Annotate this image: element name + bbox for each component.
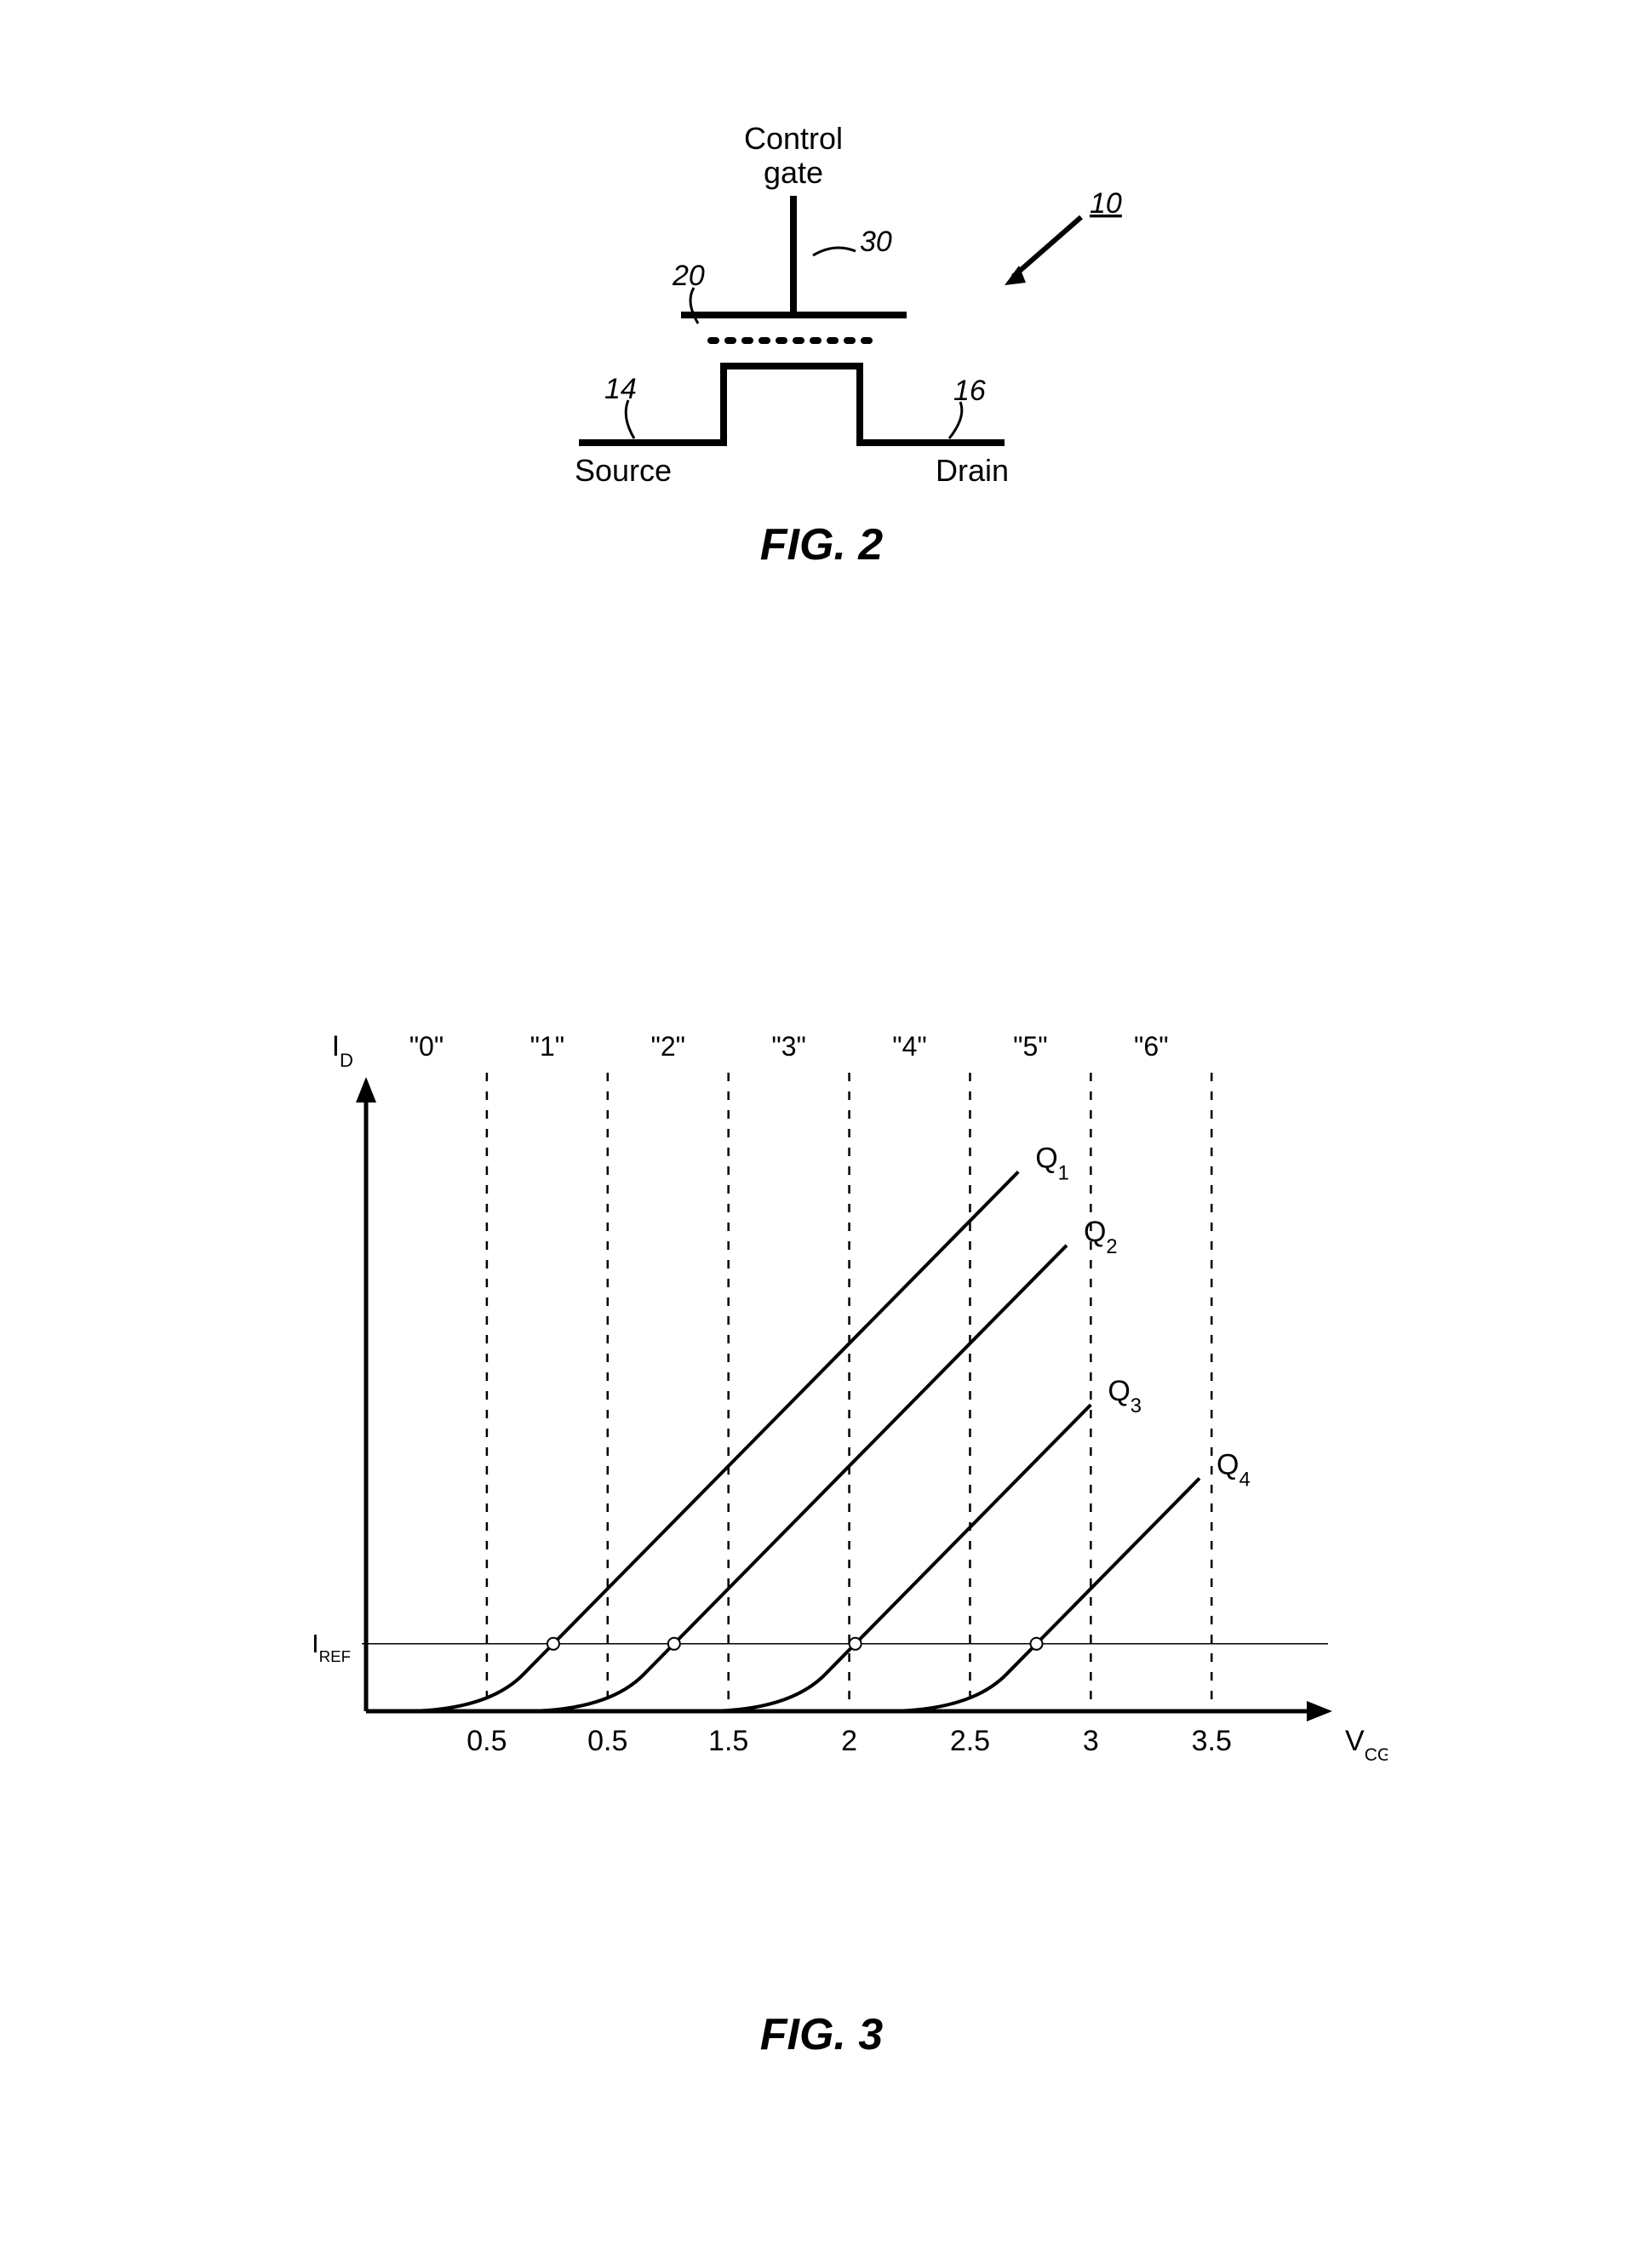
fig2-caption: FIG. 2	[0, 519, 1643, 570]
fig2-ref30: 30	[860, 226, 892, 258]
fig2-ref10: 10	[1090, 187, 1122, 220]
x-tick-label: 2.5	[950, 1725, 990, 1757]
state-label: "1"	[530, 1031, 565, 1062]
iref-label: IREF	[312, 1629, 351, 1665]
y-axis-label: ID	[332, 1030, 353, 1071]
x-tick-label: 0.5	[467, 1725, 507, 1757]
fig3-svg: 0.5 0.5 1.5 2 2.5 3 3.5 "0" "1" "2" "3" "4" "5" "6" Q1…	[255, 979, 1388, 1830]
x-tick-label: 3	[1083, 1725, 1099, 1757]
fig2-ref20: 20	[672, 260, 705, 292]
x-axis-label: VCG(V)	[1345, 1725, 1388, 1765]
fig2-ref14: 14	[604, 373, 637, 405]
iref-marker	[850, 1638, 862, 1650]
state-label: "2"	[650, 1031, 685, 1062]
state-label: "6"	[1134, 1031, 1169, 1062]
curve-q1	[366, 1171, 1018, 1711]
x-tick-label: 2	[841, 1725, 857, 1757]
curve-q4	[813, 1478, 1199, 1711]
fig2-ref16-line	[949, 402, 962, 438]
fig2-control-gate-label-2: gate	[764, 155, 823, 190]
fig2-source-label: Source	[575, 453, 672, 488]
fig2-ref30-line	[813, 248, 856, 255]
x-axis-arrow	[1307, 1701, 1332, 1721]
x-tick-label: 0.5	[587, 1725, 627, 1757]
state-label: "3"	[771, 1031, 806, 1062]
state-label: "5"	[1013, 1031, 1048, 1062]
fig2-svg: Control gate Source Drain 10 30 20 14 16	[477, 102, 1175, 545]
fig2-drain-label: Drain	[936, 453, 1009, 488]
fig3-caption: FIG. 3	[0, 2009, 1643, 2060]
series-label: Q2	[1084, 1216, 1118, 1258]
x-tick-label: 3.5	[1192, 1725, 1232, 1757]
iref-marker	[547, 1638, 559, 1650]
y-axis-arrow	[356, 1077, 376, 1102]
fig2-ref10-arrow	[1005, 217, 1081, 285]
fig3-chart: 0.5 0.5 1.5 2 2.5 3 3.5 "0" "1" "2" "3" "4" "5" "6" Q1…	[255, 979, 1388, 1830]
fig2-ref16: 16	[953, 375, 986, 407]
state-label: "4"	[892, 1031, 927, 1062]
series-label: Q1	[1035, 1142, 1069, 1184]
iref-marker	[1031, 1638, 1043, 1650]
iref-marker	[668, 1638, 680, 1650]
fig2-diagram: Control gate Source Drain 10 30 20 14 16	[477, 102, 1175, 545]
fig2-ref14-line	[626, 400, 634, 438]
fig2-channel-path	[579, 366, 1005, 443]
series-label: Q4	[1217, 1448, 1251, 1491]
series-label: Q3	[1108, 1375, 1142, 1418]
x-tick-label: 1.5	[708, 1725, 748, 1757]
state-label: "0"	[409, 1031, 444, 1062]
curve-q2	[450, 1246, 1067, 1711]
curve-q3	[632, 1405, 1091, 1711]
fig2-control-gate-label-1: Control	[744, 121, 843, 156]
